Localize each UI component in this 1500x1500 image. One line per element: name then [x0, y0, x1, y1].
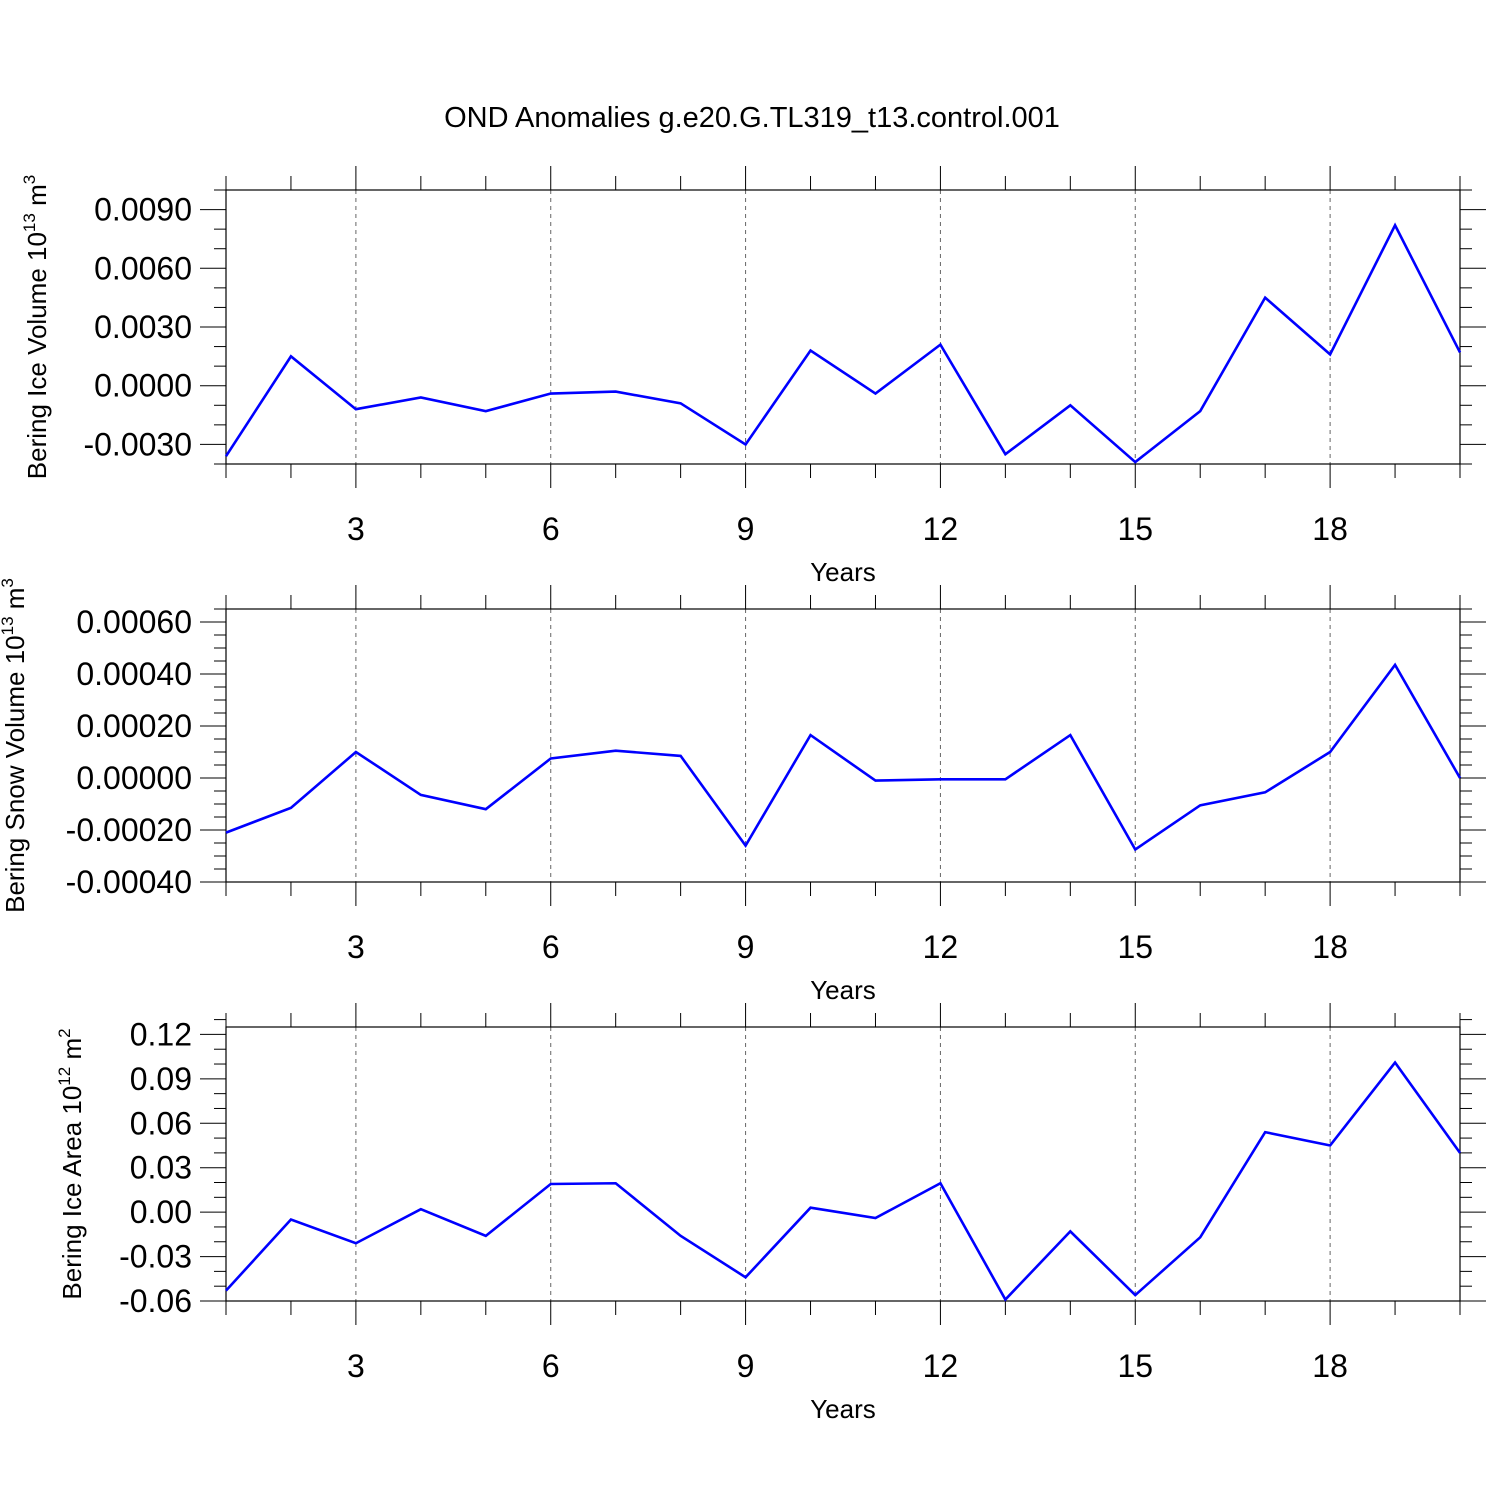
panel-2: 3 6 9 12 15 18 -0.00040 -0.00020 0.00000 0.00020 0… — [0, 578, 1486, 1005]
y-axis-label-unit-exponent: 3 — [20, 175, 39, 184]
y-tick-label: 0.09 — [130, 1061, 192, 1097]
x-tick-label: 15 — [1117, 929, 1153, 965]
x-tick-label: 9 — [737, 1348, 755, 1384]
y-axis-label: Bering Snow Volume 1013 m3 — [0, 578, 30, 913]
series-line-bering-ice-area — [225, 1060, 1462, 1302]
x-tick-label: 12 — [923, 511, 959, 547]
x-axis-label: Years — [810, 1394, 876, 1424]
y-axis-label-unit-exponent: 2 — [55, 1028, 74, 1037]
x-axis-label: Years — [810, 975, 876, 1005]
y-tick-label: 0.00 — [130, 1194, 192, 1230]
x-tick-label: 12 — [923, 929, 959, 965]
y-tick-label: -0.00020 — [66, 812, 192, 848]
y-axis-label-exponent: 12 — [55, 1067, 74, 1086]
x-tick-label: 6 — [542, 1348, 560, 1384]
y-tick-label: 0.00060 — [76, 604, 192, 640]
y-axis-label-unit: m — [0, 588, 30, 617]
figure-title: OND Anomalies g.e20.G.TL319_t13.control.… — [444, 102, 1060, 134]
y-axis-label-main: Bering Ice Area 10 — [57, 1086, 87, 1300]
y-tick-label: -0.0030 — [83, 426, 192, 462]
y-axis-label-unit: m — [57, 1038, 87, 1067]
x-tick-label: 15 — [1117, 511, 1153, 547]
plot-frame — [225, 189, 1461, 465]
y-tick-label: -0.00040 — [66, 864, 192, 900]
y-axis-label-unit: m — [22, 184, 52, 213]
y-axis-label-main: Bering Ice Volume 10 — [22, 232, 52, 479]
x-tick-label: 9 — [737, 929, 755, 965]
y-tick-label: 0.00020 — [76, 708, 192, 744]
x-tick-label: 3 — [347, 1348, 365, 1384]
y-tick-label: 0.00040 — [76, 656, 192, 692]
y-tick-label: 0.00000 — [76, 760, 192, 796]
x-tick-label: 12 — [923, 1348, 959, 1384]
panel-3: 3 6 9 12 15 18 -0.06 -0.03 0.00 0.03 0.06 0.09 0.12 Y… — [55, 1003, 1486, 1424]
x-tick-label: 9 — [737, 511, 755, 547]
y-tick-label: 0.0000 — [94, 368, 192, 404]
y-tick-label: -0.06 — [119, 1283, 192, 1319]
plot-frame — [225, 1026, 1461, 1302]
y-axis-label: Bering Ice Volume 1013 m3 — [20, 175, 52, 479]
y-axis-label-unit-exponent: 3 — [0, 578, 17, 587]
x-tick-label: 6 — [542, 929, 560, 965]
y-tick-label: 0.06 — [130, 1105, 192, 1141]
y-tick-label: -0.03 — [119, 1239, 192, 1275]
y-tick-label: 0.03 — [130, 1150, 192, 1186]
y-tick-label: 0.12 — [130, 1016, 192, 1052]
series-line-bering-ice-volume — [224, 222, 1462, 464]
plot-frame — [225, 608, 1461, 883]
panel-1: 3 6 9 12 15 18 -0.0030 0.0000 0.0030 0.0060 0.0090… — [20, 166, 1486, 587]
y-axis-label-exponent: 13 — [0, 616, 17, 635]
x-tick-label: 6 — [542, 511, 560, 547]
x-tick-label: 18 — [1312, 929, 1348, 965]
x-tick-label: 15 — [1117, 1348, 1153, 1384]
series-line-bering-snow-volume — [225, 662, 1462, 852]
x-tick-label: 18 — [1312, 511, 1348, 547]
y-axis-label-main: Bering Snow Volume 10 — [0, 635, 30, 913]
y-tick-label: 0.0090 — [94, 192, 192, 228]
y-axis-label-exponent: 13 — [20, 213, 39, 232]
x-tick-label: 18 — [1312, 1348, 1348, 1384]
x-tick-label: 3 — [347, 511, 365, 547]
y-axis-label: Bering Ice Area 1012 m2 — [55, 1028, 87, 1299]
y-tick-label: 0.0060 — [94, 250, 192, 286]
panels-group: 3 6 9 12 15 18-0.00300.00000.00300.00600.0090… — [0, 166, 1486, 1424]
x-axis-label: Years — [810, 557, 876, 587]
x-tick-label: 3 — [347, 929, 365, 965]
y-tick-label: 0.0030 — [94, 309, 192, 345]
